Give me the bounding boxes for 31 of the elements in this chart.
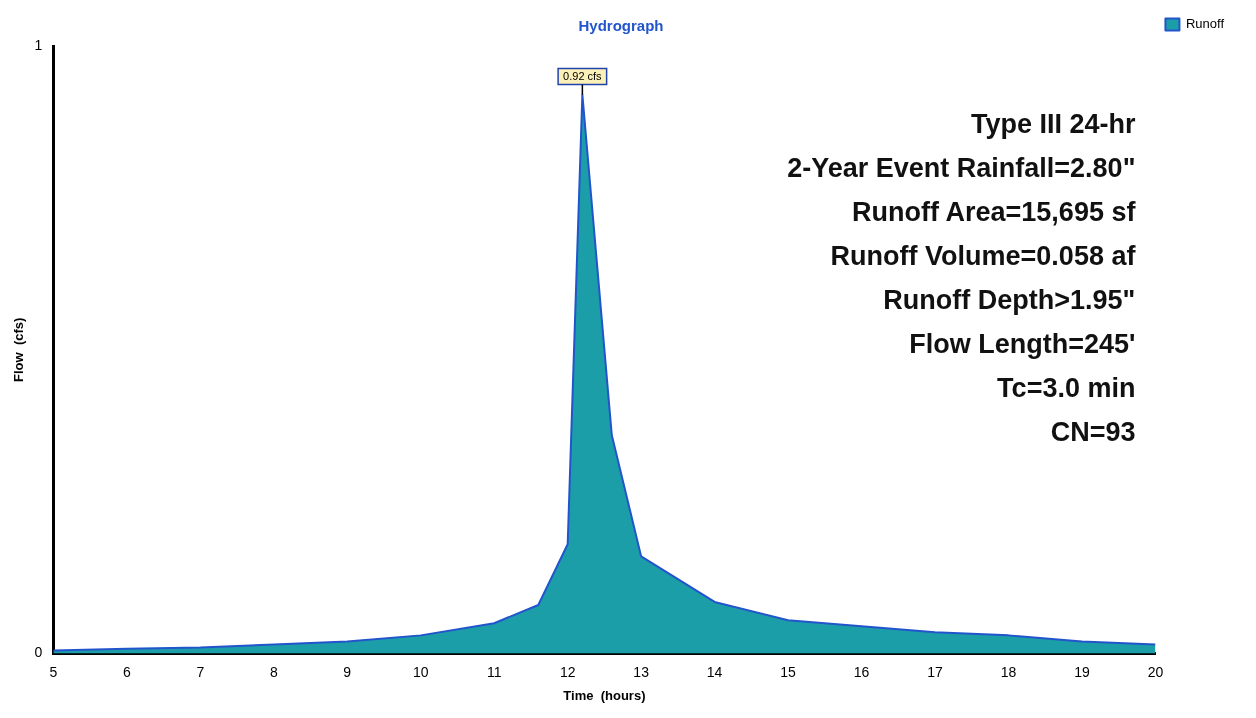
y-axis-title: Flow (cfs) — [11, 317, 27, 382]
annotation: Type III 24-hr — [970, 109, 1136, 140]
x-tick-label: 5 — [49, 663, 58, 680]
x-tick-label: 13 — [633, 663, 650, 680]
annotation: Tc=3.0 min — [997, 373, 1136, 404]
x-tick-label: 9 — [343, 663, 352, 680]
x-tick-label: 19 — [1074, 663, 1090, 680]
annotation: Runoff Area=15,695 sf — [852, 197, 1137, 228]
annotation: 2-Year Event Rainfall=2.80" — [787, 153, 1136, 184]
x-tick-label: 8 — [269, 663, 278, 680]
x-tick-label: 20 — [1147, 663, 1164, 680]
x-tick-label: 6 — [122, 663, 131, 680]
legend-label: Runoff — [1185, 16, 1225, 32]
x-tick-label: 17 — [927, 663, 944, 680]
x-axis-title: Time (hours) — [563, 687, 646, 703]
x-tick-label: 18 — [1000, 663, 1017, 680]
annotation: Runoff Depth>1.95" — [883, 285, 1136, 316]
x-tick-label: 16 — [853, 663, 870, 680]
annotation: 0.92 cfs — [563, 69, 603, 82]
x-tick-label: 7 — [196, 663, 205, 680]
y-tick-label: 1 — [34, 36, 43, 53]
x-tick-label: 11 — [486, 663, 502, 680]
chart-title: Hydrograph — [578, 17, 664, 35]
annotation: Flow Length=245' — [909, 329, 1136, 360]
annotation: CN=93 — [1050, 417, 1136, 448]
x-tick-label: 15 — [780, 663, 797, 680]
x-tick-label: 14 — [706, 663, 723, 680]
y-tick-label: 0 — [34, 644, 43, 661]
annotation: Runoff Volume=0.058 af — [830, 241, 1137, 272]
x-tick-label: 12 — [559, 663, 576, 680]
x-tick-label: 10 — [412, 663, 429, 680]
